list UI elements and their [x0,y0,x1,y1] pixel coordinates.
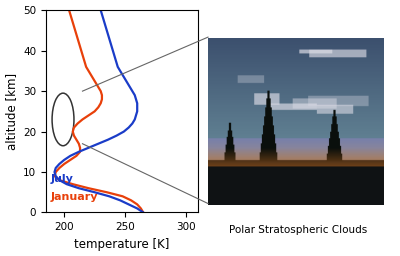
Text: January: January [51,192,98,202]
X-axis label: temperature [K]: temperature [K] [74,238,170,251]
Text: Polar Stratospheric Clouds: Polar Stratospheric Clouds [229,225,367,235]
Y-axis label: altitude [km]: altitude [km] [4,73,18,150]
Text: July: July [51,174,74,184]
